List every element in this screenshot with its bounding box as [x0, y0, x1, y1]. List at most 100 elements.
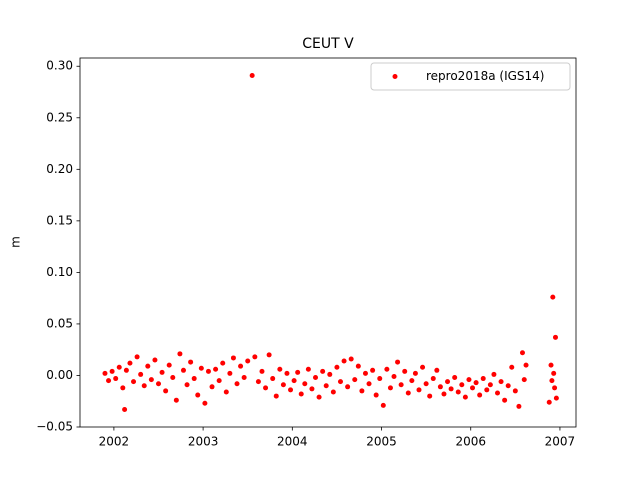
- data-point: [198, 365, 204, 371]
- data-point: [412, 370, 418, 376]
- data-point: [445, 379, 451, 385]
- data-point: [255, 379, 261, 385]
- data-point: [470, 385, 476, 391]
- data-point: [487, 382, 493, 388]
- data-point: [205, 368, 211, 374]
- data-point: [484, 387, 490, 393]
- data-point: [549, 378, 555, 384]
- data-point: [434, 367, 440, 373]
- data-point: [477, 392, 483, 398]
- data-point: [213, 366, 219, 372]
- data-point: [348, 356, 354, 362]
- x-tick-label: 2007: [545, 435, 576, 449]
- y-tick-label: 0.00: [46, 368, 73, 382]
- plot-frame: [79, 57, 577, 428]
- data-point: [305, 366, 311, 372]
- data-point: [270, 376, 276, 382]
- data-point: [448, 386, 454, 392]
- data-point: [216, 378, 222, 384]
- data-point: [138, 371, 144, 377]
- data-point: [402, 368, 408, 374]
- y-tick-label: 0.20: [46, 162, 73, 176]
- data-point: [491, 371, 497, 377]
- data-point: [180, 367, 186, 373]
- data-point: [116, 364, 122, 370]
- data-point: [498, 379, 504, 385]
- x-tick-label: 2002: [99, 435, 130, 449]
- data-point: [345, 384, 351, 390]
- data-point: [227, 370, 233, 376]
- data-point: [552, 334, 558, 340]
- data-point: [553, 395, 559, 401]
- data-point: [548, 362, 554, 368]
- data-point: [420, 364, 426, 370]
- data-point: [327, 371, 333, 377]
- data-point: [391, 373, 397, 379]
- data-point: [141, 383, 147, 389]
- data-point: [127, 360, 133, 366]
- data-point: [195, 392, 201, 398]
- data-point: [156, 381, 162, 387]
- data-point: [337, 379, 343, 385]
- data-point: [519, 350, 525, 356]
- data-point: [284, 370, 290, 376]
- data-point: [380, 402, 386, 408]
- legend-box: [370, 62, 571, 91]
- data-point: [330, 389, 336, 395]
- data-point: [437, 384, 443, 390]
- data-point: [252, 354, 258, 360]
- chart-title: CEUT V: [302, 36, 354, 52]
- x-tick-label: 2005: [366, 435, 397, 449]
- data-point: [430, 376, 436, 382]
- data-point: [377, 376, 383, 382]
- data-point: [341, 358, 347, 364]
- data-point: [316, 394, 322, 400]
- data-point: [188, 359, 194, 365]
- data-point: [230, 355, 236, 361]
- data-point: [134, 354, 140, 360]
- data-point: [512, 388, 518, 394]
- data-point: [466, 377, 472, 383]
- data-point: [505, 383, 511, 389]
- data-point: [355, 363, 361, 369]
- data-point: [177, 351, 183, 357]
- data-point: [302, 381, 308, 387]
- y-tick-label: 0.15: [46, 213, 73, 227]
- x-tick-label: 2003: [188, 435, 219, 449]
- data-point: [163, 388, 169, 394]
- data-point: [387, 385, 393, 391]
- data-point: [245, 358, 251, 364]
- data-point: [521, 377, 527, 383]
- data-point: [423, 381, 429, 387]
- data-point: [462, 394, 468, 400]
- data-point: [551, 370, 557, 376]
- legend-marker: [392, 74, 398, 79]
- data-point: [398, 382, 404, 388]
- y-tick-label: 0.10: [46, 265, 73, 279]
- data-point: [152, 357, 158, 363]
- data-point: [259, 368, 265, 374]
- x-tick-label: 2006: [455, 435, 486, 449]
- data-point: [452, 375, 458, 381]
- data-point: [523, 362, 529, 368]
- data-point: [159, 369, 165, 375]
- data-point: [295, 369, 301, 375]
- data-point: [320, 368, 326, 374]
- data-point: [191, 376, 197, 382]
- data-point: [409, 378, 415, 384]
- x-tick-label: 2004: [277, 435, 308, 449]
- data-point: [502, 397, 508, 403]
- y-tick-label: 0.30: [46, 59, 73, 73]
- data-point: [395, 359, 401, 365]
- data-point: [241, 375, 247, 381]
- data-point: [362, 370, 368, 376]
- data-point: [509, 364, 515, 370]
- data-point: [516, 403, 522, 409]
- data-point: [273, 393, 279, 399]
- data-point: [494, 390, 500, 396]
- data-point: [145, 363, 151, 369]
- data-point: [263, 385, 269, 391]
- data-point: [373, 392, 379, 398]
- legend-label: repro2018a (IGS14): [426, 69, 544, 83]
